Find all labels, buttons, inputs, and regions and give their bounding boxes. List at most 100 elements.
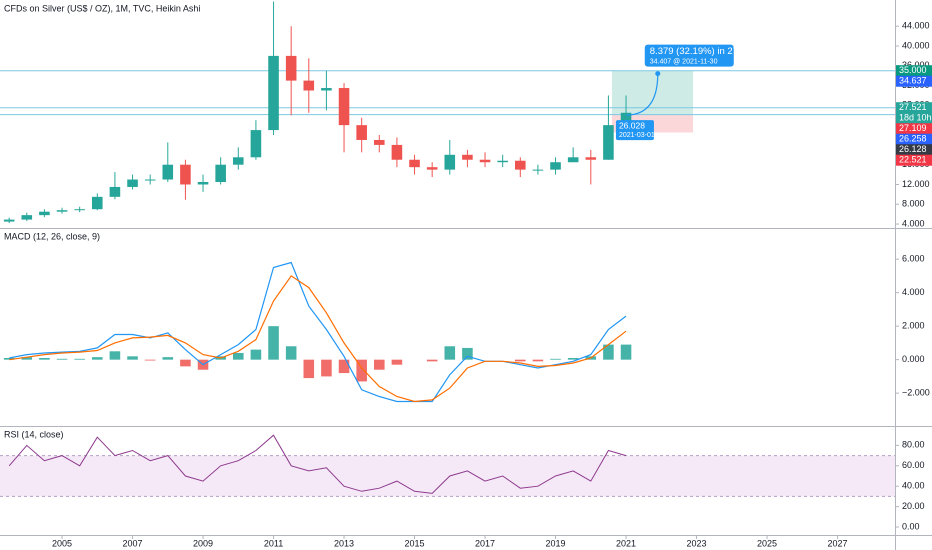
y-tick-label: 12.000: [902, 179, 930, 189]
candle-body: [356, 125, 367, 140]
price-label-bg: [896, 144, 932, 156]
candle-body: [426, 167, 438, 170]
candle-body: [197, 182, 209, 185]
countdown-bg: [896, 112, 932, 124]
price-label-bg: [896, 75, 932, 87]
candle-body: [268, 55, 279, 131]
price-label: 22.521: [899, 155, 927, 165]
price-label-bg: [896, 102, 932, 114]
y-tick-label: −2.000: [902, 388, 930, 398]
x-tick-label: 2009: [193, 538, 213, 548]
y-tick-label: 80.00: [902, 440, 925, 450]
candle-body: [56, 210, 68, 212]
histogram-bar: [268, 326, 279, 360]
entry-price: 26.028: [619, 120, 645, 130]
candle-body: [39, 211, 50, 216]
histogram-bar: [144, 359, 156, 361]
macd-line: [9, 261, 627, 403]
x-tick-label: 2005: [52, 538, 72, 548]
histogram-bar: [285, 346, 297, 360]
histogram-bar: [109, 351, 121, 360]
histogram-bar: [567, 357, 579, 360]
y-tick-label: 0.00: [902, 521, 920, 531]
histogram-bar: [515, 359, 526, 362]
histogram-bar: [250, 349, 262, 360]
entry-date: 2021-03-01: [619, 132, 655, 139]
price-label: 35.000: [899, 65, 927, 75]
y-tick-label: 0.000: [902, 354, 925, 364]
histogram-bar: [56, 358, 68, 360]
price-label: 34.637: [899, 76, 927, 86]
y-tick-label: 6.000: [902, 254, 925, 264]
x-tick-label: 2015: [405, 538, 425, 548]
x-tick-label: 2019: [546, 538, 566, 548]
y-tick-label: 60.00: [902, 460, 925, 470]
candle-body: [215, 164, 226, 183]
price-label-bg: [896, 123, 932, 135]
histogram-bar: [338, 359, 350, 374]
y-tick-label: 4.000: [902, 287, 925, 297]
histogram-bar: [321, 359, 332, 377]
target-point: [655, 71, 661, 77]
y-tick-label: 40.000: [902, 40, 930, 50]
candle-body: [479, 159, 491, 163]
rsi-title: RSI (14, close): [4, 429, 64, 439]
projection-target: 34.407 @ 2021-11-30: [650, 59, 718, 66]
y-tick-label: 4.000: [902, 218, 925, 228]
candle-body: [180, 164, 191, 185]
candle-body: [250, 130, 262, 158]
histogram-bar: [92, 357, 103, 360]
histogram-bar: [303, 359, 315, 379]
x-tick-label: 2021: [616, 538, 636, 548]
x-tick-label: 2023: [687, 538, 707, 548]
projection-text: 8.379 (32.19%) in 275d: [650, 46, 749, 57]
x-tick-label: 2017: [475, 538, 495, 548]
candle-body: [603, 125, 614, 160]
projection-curve: [625, 73, 659, 116]
candle-body: [285, 55, 297, 81]
histogram-bar: [550, 358, 561, 360]
candle-body: [532, 169, 544, 171]
candle-body: [233, 157, 244, 165]
candle-body: [409, 159, 420, 168]
y-tick-label: 8.000: [902, 199, 925, 209]
candle-body: [444, 154, 456, 170]
candle-body: [585, 157, 597, 160]
candle-body: [109, 186, 121, 197]
y-tick-label: 2.000: [902, 321, 925, 331]
rsi-band: [0, 455, 895, 497]
macd-line: [9, 275, 627, 403]
y-tick-label: 40.00: [902, 481, 925, 491]
price-label-bg: [896, 133, 932, 145]
histogram-bar: [21, 357, 33, 360]
histogram-bar: [74, 358, 85, 360]
candle-body: [127, 179, 138, 187]
x-tick-label: 2025: [757, 538, 777, 548]
histogram-bar: [620, 344, 632, 360]
candle-body: [515, 160, 526, 170]
histogram-bar: [162, 357, 174, 360]
candle-body: [462, 154, 473, 160]
price-label: 27.109: [899, 123, 927, 133]
candle-body: [550, 162, 561, 170]
countdown: 18d 10h: [899, 113, 932, 123]
profit-zone: [611, 70, 694, 116]
candle-body: [497, 160, 508, 163]
price-label: 26.258: [899, 134, 927, 144]
candle-body: [567, 157, 579, 163]
price-label-bg: [896, 154, 932, 166]
candle-body: [144, 179, 156, 181]
candle-body: [338, 88, 350, 126]
histogram-bar: [426, 359, 438, 362]
x-tick-label: 2007: [123, 538, 143, 548]
histogram-bar: [603, 344, 614, 360]
histogram-bar: [462, 347, 473, 360]
histogram-bar: [233, 352, 244, 360]
histogram-bar: [3, 357, 15, 360]
candle-body: [92, 196, 103, 210]
rsi-line: [8, 434, 627, 494]
chart-title: CFDs on Silver (US$ / OZ), 1M, TVC, Heik…: [4, 3, 200, 13]
x-tick-label: 2027: [828, 538, 848, 548]
